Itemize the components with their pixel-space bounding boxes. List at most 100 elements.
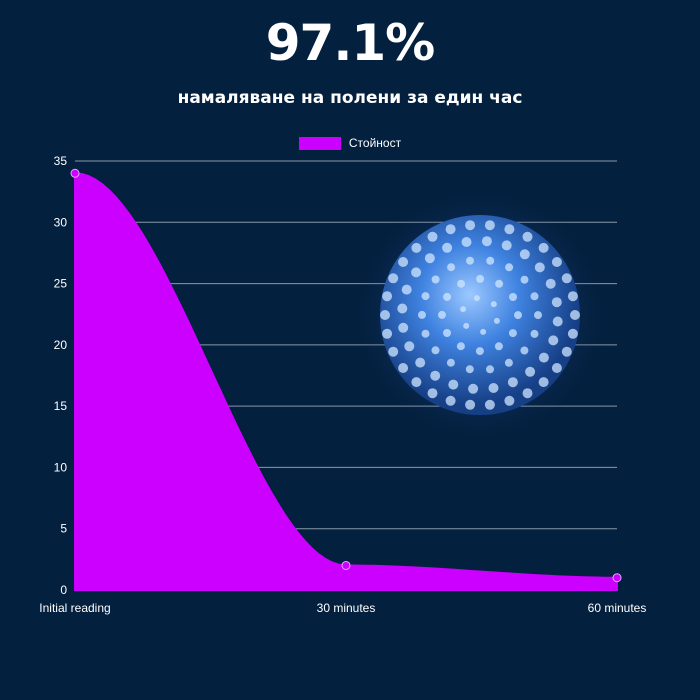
pollen-spike (525, 366, 536, 377)
y-tick-label: 35 (54, 154, 68, 168)
pollen-spike (443, 292, 452, 301)
pollen-spike (411, 377, 422, 388)
pollen-spike (507, 377, 518, 388)
pollen-spike (418, 310, 426, 319)
pollen-spike (380, 310, 390, 320)
pollen-spike (519, 249, 530, 260)
x-tick-label: 60 minutes (588, 601, 647, 615)
pollen-spike (551, 257, 562, 267)
pollen-spike (438, 310, 446, 319)
y-tick-label: 5 (60, 522, 67, 536)
pollen-spike (424, 253, 435, 264)
pollen-spike (504, 224, 515, 235)
pollen-spike (463, 322, 470, 329)
pollen-spike (484, 220, 495, 231)
pollen-spike (509, 293, 517, 301)
pollen-spike (411, 267, 422, 278)
pollen-spike (465, 365, 474, 374)
pollen-spike (561, 273, 572, 284)
pollen-spike (484, 399, 495, 410)
y-tick-label: 10 (54, 460, 68, 474)
pollen-spike (522, 231, 533, 242)
pollen-spike (461, 237, 472, 247)
pollen-spike (468, 383, 479, 394)
data-point (341, 560, 351, 570)
pollen-spike (504, 358, 513, 367)
x-tick-label: 30 minutes (317, 601, 376, 615)
pollen-spike (481, 236, 492, 247)
pollen-spike (520, 346, 529, 355)
chart-legend[interactable]: Стойност (0, 136, 700, 150)
pollen-spike (538, 352, 549, 363)
pollen-spike (431, 346, 440, 355)
pollen-spike (538, 242, 549, 253)
pollen-spike (495, 279, 504, 288)
pollen-spike (445, 395, 456, 406)
pollen-spike (473, 295, 480, 302)
headline-subtitle: намаляване на полени за един час (177, 88, 523, 108)
pollen-spike (490, 301, 497, 308)
pollen-spike (401, 284, 412, 295)
pollen-spike (545, 278, 556, 289)
pollen-spike (398, 322, 409, 333)
pollen-spike (551, 297, 562, 308)
pollen-spike (552, 316, 563, 327)
pollen-spike (534, 311, 542, 320)
pollen-spike (488, 383, 499, 393)
pollen-spike (415, 357, 426, 368)
pollen-spike (388, 346, 399, 357)
pollen-spike (548, 335, 559, 346)
pollen-spike (430, 370, 441, 381)
pollen-spike (561, 346, 572, 357)
pollen-spike (427, 231, 438, 242)
headline-value: 97.1% (265, 14, 435, 72)
pollen-spike (442, 242, 453, 253)
pollen-spike (411, 242, 422, 253)
pollen-spike (465, 399, 476, 410)
pollen-spike (447, 263, 456, 272)
pollen-spike (551, 363, 562, 373)
pollen-spike (493, 317, 500, 324)
pollen-spike (480, 328, 487, 335)
legend-label: Стойност (348, 136, 402, 150)
pollen-spike (427, 388, 438, 399)
pollen-spike (530, 329, 539, 338)
pollen-spike (501, 240, 512, 251)
pollen-spike (460, 306, 467, 313)
pollen-spike (398, 257, 409, 267)
pollen-spike (456, 342, 465, 351)
pollen-spike (522, 388, 533, 399)
pollen-spike (445, 224, 456, 235)
pollen-spike (494, 342, 503, 351)
pollen-spike (567, 328, 578, 339)
pollen-spike (530, 292, 539, 301)
pollen-spike (448, 379, 459, 390)
y-tick-label: 25 (54, 277, 68, 291)
pollen-spike (486, 256, 495, 265)
pollen-spike (465, 220, 476, 231)
pollen-grain-illustration (350, 185, 610, 445)
pollen-spike (443, 329, 451, 337)
pollen-spike (446, 358, 455, 367)
pollen-spike (397, 303, 408, 314)
pollen-spike (431, 275, 440, 284)
pollen-spike (534, 262, 545, 273)
pollen-spike (505, 263, 514, 272)
pollen-spike (538, 377, 549, 388)
pollen-spike (398, 363, 409, 373)
pollen-spike (504, 395, 515, 406)
y-tick-label: 0 (60, 583, 67, 597)
pollen-spike (382, 291, 393, 302)
pollen-body (380, 215, 580, 415)
data-point (612, 573, 622, 583)
pollen-spike (514, 311, 522, 320)
pollen-spike (567, 291, 578, 302)
pollen-spike (388, 273, 399, 284)
pollen-spike (382, 328, 393, 339)
pollen-spike (404, 341, 415, 352)
pollen-spike (421, 292, 430, 301)
pollen-spike (570, 310, 580, 320)
pollen-spike (508, 329, 517, 338)
pollen-spike (476, 274, 485, 283)
